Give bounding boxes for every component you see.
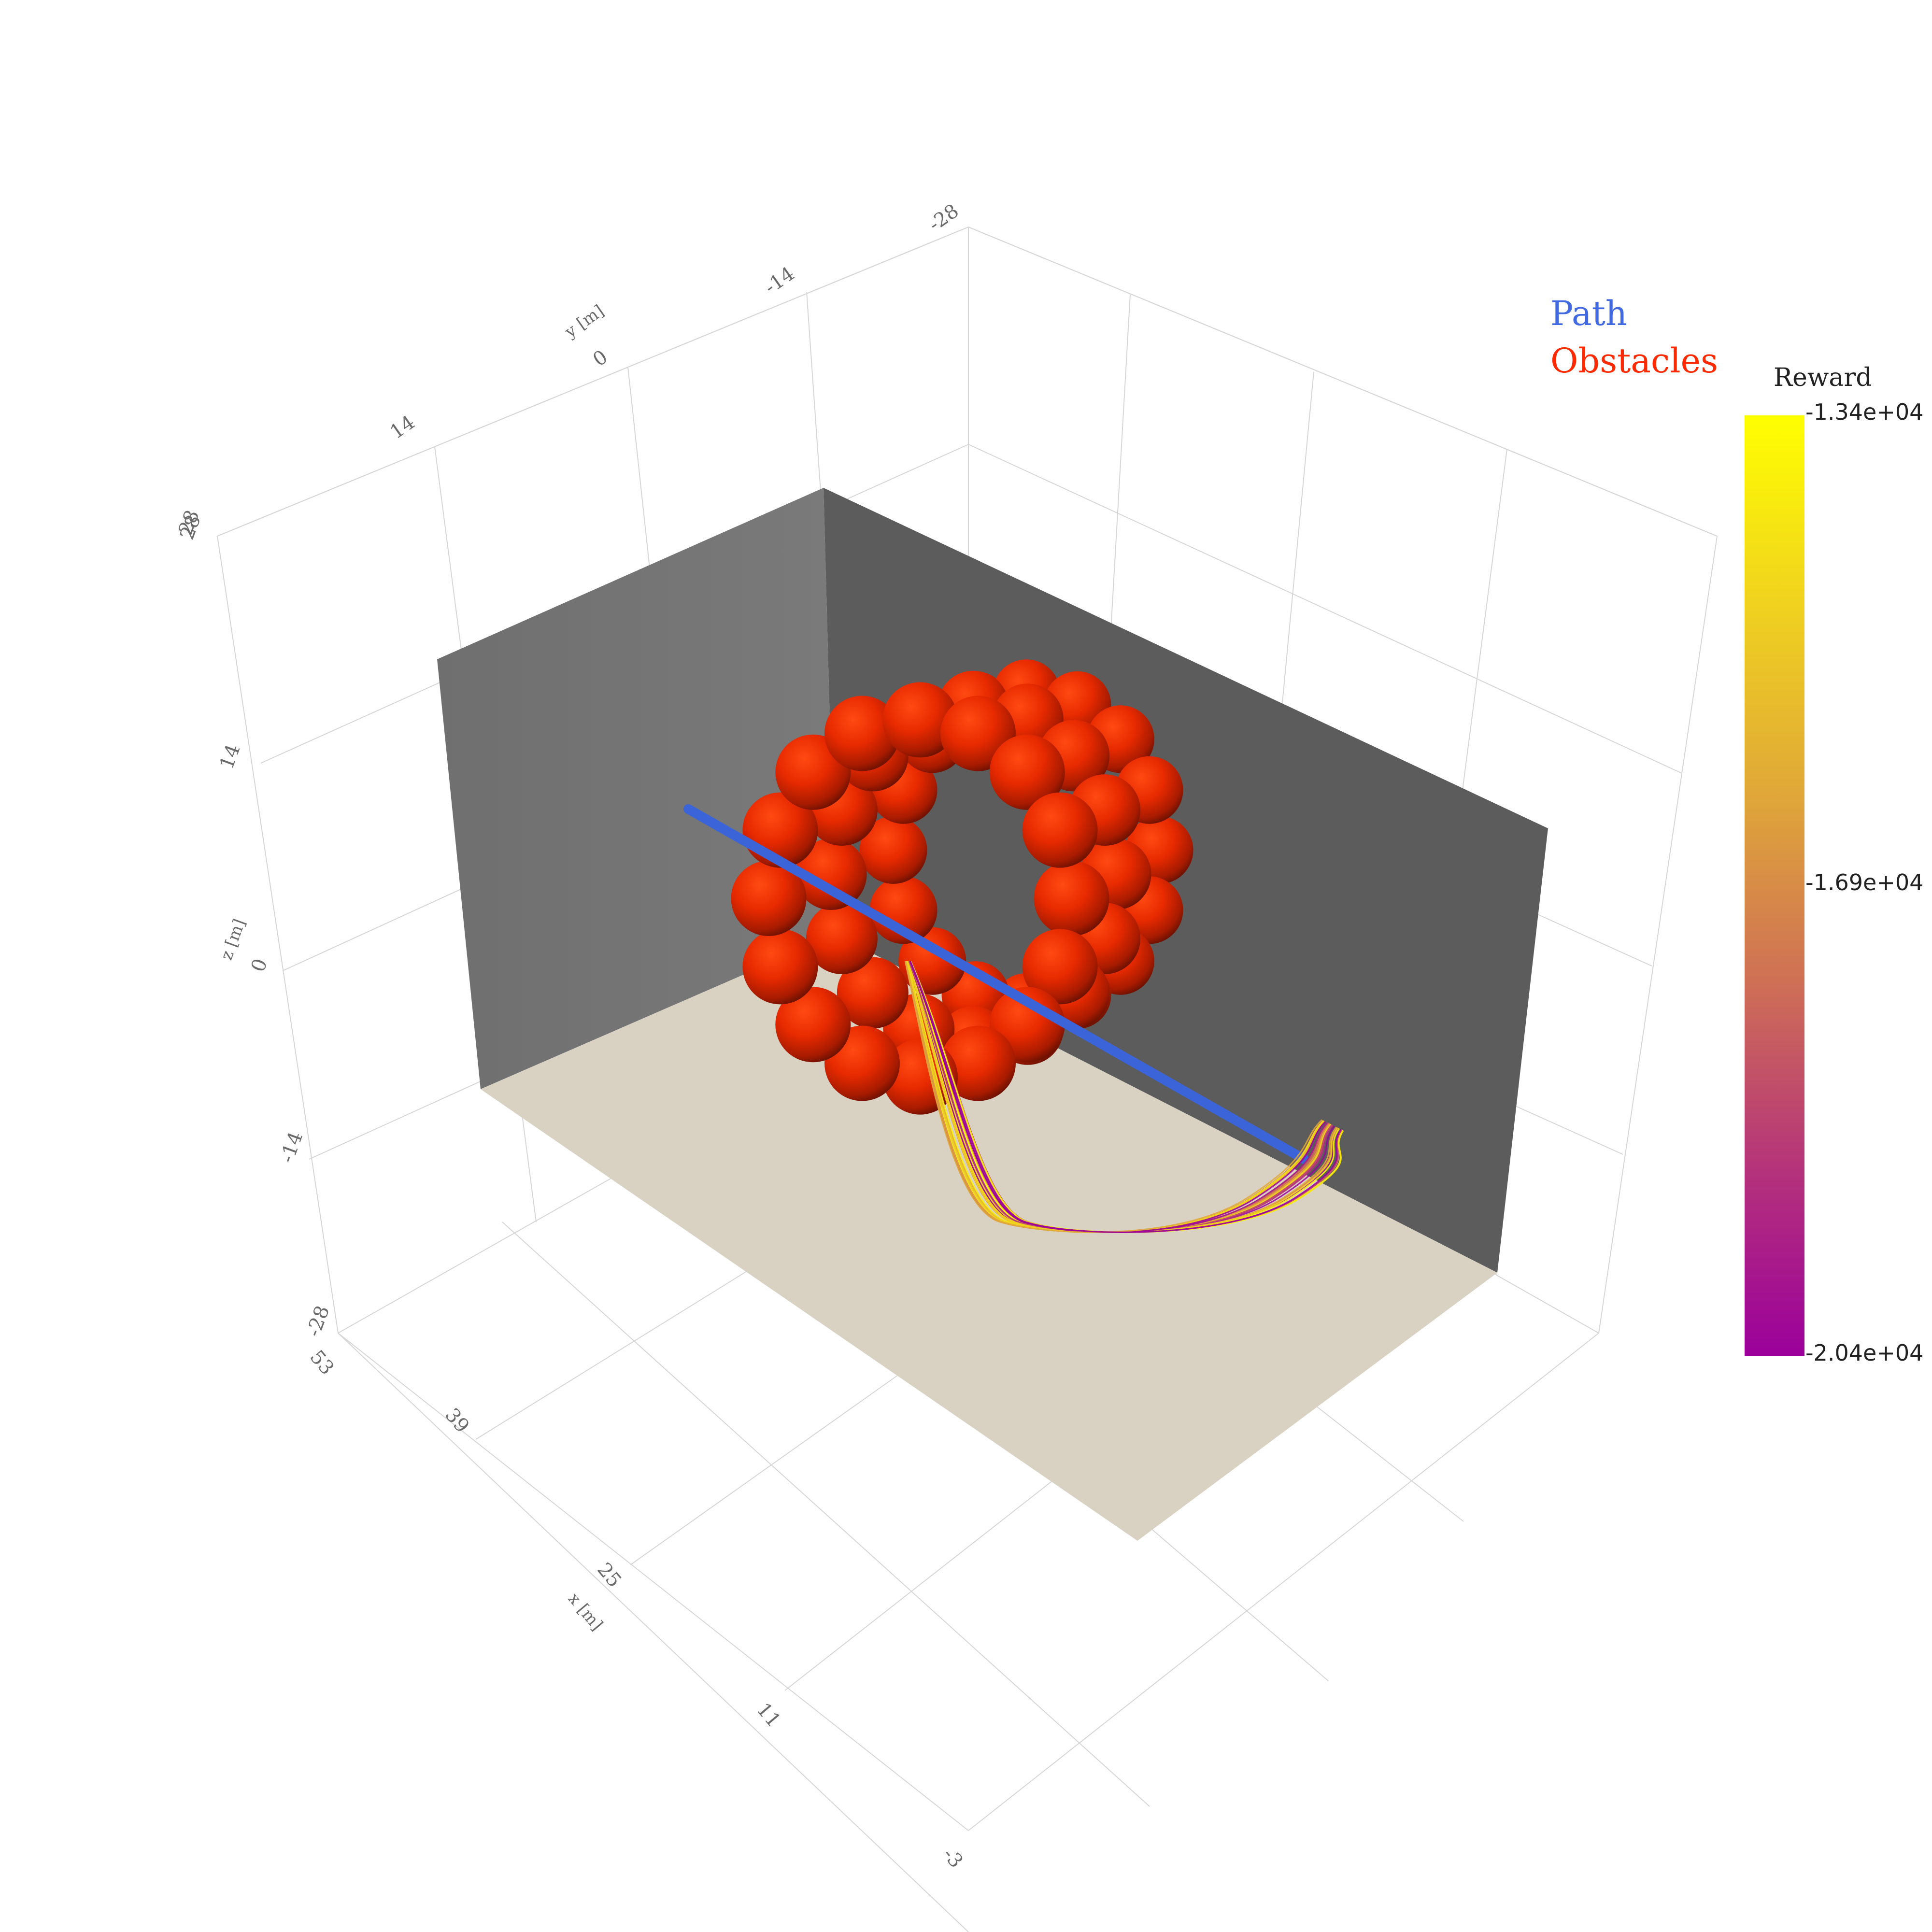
obstacle-sphere[interactable] (775, 987, 851, 1063)
obstacle-sphere[interactable] (795, 838, 867, 910)
legend: Path Obstacles (1550, 290, 1718, 384)
x-tick-label: 39 (440, 1404, 473, 1437)
z-tick-label: -28 (302, 1303, 334, 1339)
colorbar-tick-min: -2.04e+04 (1805, 1340, 1924, 1366)
trajectory-line[interactable] (909, 961, 1342, 1233)
legend-item-path[interactable]: Path (1550, 294, 1627, 333)
y-axis-title: y [m] (561, 301, 608, 342)
z-tick-label: 0 (247, 956, 272, 975)
y-tick-label: -28 (924, 200, 963, 236)
x-tick-label: -3 (938, 1844, 967, 1872)
z-tick-label: -14 (276, 1129, 307, 1165)
obstacle-sphere[interactable] (837, 957, 909, 1029)
colorbar (1745, 415, 1804, 1356)
obstacle-sphere[interactable] (940, 1025, 1016, 1101)
obstacle-sphere[interactable] (882, 682, 958, 758)
obstacle-sphere[interactable] (824, 696, 900, 771)
obstacle-sphere[interactable] (731, 861, 807, 936)
x-tick-label: 53 (305, 1346, 338, 1379)
colorbar-tick-mid: -1.69e+04 (1805, 869, 1924, 895)
y-axis-ticks: 28 14 0 -14 -28 y [m] (174, 200, 963, 538)
y-tick-label: -14 (760, 263, 798, 299)
wall-left (437, 488, 836, 1089)
obstacle-sphere[interactable] (989, 734, 1065, 810)
z-tick-label: 14 (215, 741, 245, 772)
x-tick-label: 11 (752, 1699, 785, 1732)
colorbar-tick-max: -1.34e+04 (1805, 399, 1924, 425)
obstacle-sphere[interactable] (742, 929, 818, 1005)
z-axis-ticks: 28 14 0 -14 -28 z [m] (176, 512, 334, 1340)
obstacle-sphere[interactable] (806, 902, 878, 974)
x-axis-title: x [m] (564, 1589, 607, 1634)
floor-plane (481, 935, 1497, 1541)
z-axis-title: z [m] (217, 916, 250, 963)
trajectory-bundle[interactable] (904, 961, 1344, 1233)
obstacle-sphere[interactable] (1034, 861, 1109, 936)
obstacle-sphere[interactable] (1022, 929, 1098, 1005)
trajectory-line[interactable] (905, 961, 1323, 1233)
y-tick-label: 0 (589, 346, 611, 371)
x-axis-ticks: 53 39 25 11 -3 x [m] (305, 1346, 967, 1872)
y-tick-label: 14 (386, 411, 419, 443)
obstacle-sphere[interactable] (1022, 792, 1098, 868)
colorbar-title: Reward (1774, 363, 1872, 392)
obstacle-sphere[interactable] (859, 816, 927, 884)
x-tick-label: 25 (593, 1559, 625, 1592)
path-line[interactable] (683, 804, 1309, 1164)
legend-item-obstacles[interactable]: Obstacles (1550, 341, 1718, 381)
